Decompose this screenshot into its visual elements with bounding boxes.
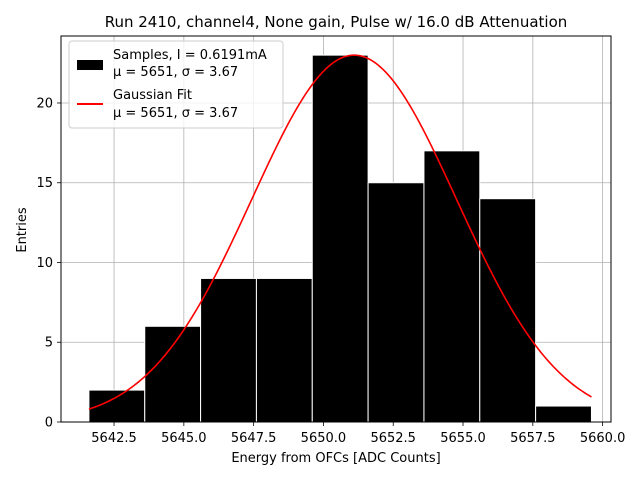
- legend-fit-stats: μ = 5651, σ = 3.67: [113, 106, 238, 121]
- histogram-bar: [479, 198, 537, 423]
- legend-histogram-stats: μ = 5651, σ = 3.67: [113, 65, 238, 80]
- x-tick-label: 5655.0: [440, 431, 486, 446]
- y-tick-label: 0: [45, 416, 53, 431]
- y-tick-label: 5: [45, 336, 53, 351]
- histogram-bars: [88, 54, 592, 423]
- y-tick-label: 20: [36, 96, 53, 111]
- histogram-bar: [535, 405, 592, 423]
- legend-fit-label: Gaussian Fit: [113, 88, 192, 103]
- histogram-bar: [144, 325, 202, 423]
- x-tick-label: 5652.5: [370, 431, 416, 446]
- histogram-bar: [311, 54, 369, 423]
- y-tick-label: 10: [36, 256, 53, 271]
- x-tick-label: 5647.5: [231, 431, 277, 446]
- legend: Samples, I = 0.6191mA μ = 5651, σ = 3.67…: [68, 40, 284, 129]
- histogram-bar: [423, 150, 481, 423]
- histogram-bar: [367, 182, 425, 423]
- legend-histogram-label: Samples, I = 0.6191mA: [113, 48, 267, 63]
- x-tick-label: 5657.5: [510, 431, 556, 446]
- histogram-bar: [200, 277, 257, 423]
- x-tick-label: 5645.0: [161, 431, 207, 446]
- gaussian-fit-curve: [88, 54, 592, 410]
- x-axis-label: Energy from OFCs [ADC Counts]: [231, 451, 440, 466]
- y-axis: 0 5 10 15 20: [36, 96, 61, 431]
- x-tick-label: 5650.0: [301, 431, 347, 446]
- y-axis-label: Entries: [15, 207, 30, 253]
- x-tick-label: 5660.0: [580, 431, 626, 446]
- x-axis: 5642.5 5645.0 5647.5 5650.0 5652.5 5655.0 5657…: [91, 422, 625, 446]
- legend-frame: [68, 40, 284, 129]
- histogram-bar: [255, 277, 313, 423]
- plot-frame: [60, 35, 612, 423]
- chart-title: Run 2410, channel4, None gain, Pulse w/ …: [105, 13, 568, 31]
- fit-curve-group: [88, 54, 592, 410]
- y-tick-label: 15: [36, 176, 53, 191]
- x-tick-label: 5642.5: [91, 431, 137, 446]
- legend-histogram-swatch: [77, 60, 103, 70]
